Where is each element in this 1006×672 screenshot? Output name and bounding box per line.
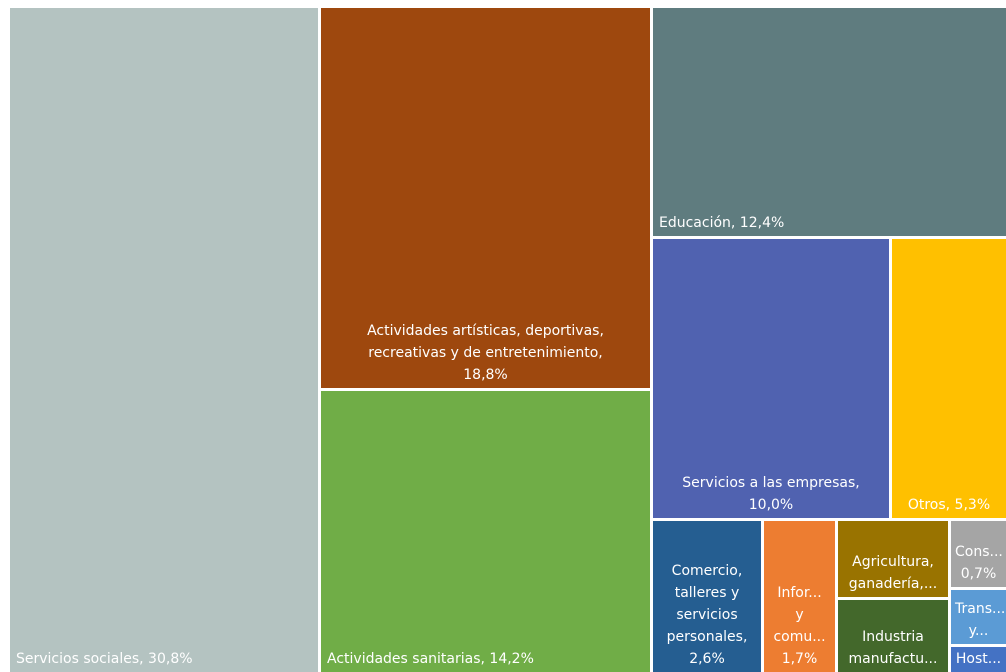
treemap-label-actividades-sanitarias: Actividades sanitarias, 14,2% xyxy=(327,651,534,667)
treemap-tile-comercio-talleres-y-servicios-personales: Comercio, talleres y servicios personales, 2… xyxy=(653,521,761,672)
treemap-tile-servicios-a-las-empresas: Servicios a las empresas, 10,0% xyxy=(653,239,889,518)
treemap-label-educacion: Educación, 12,4% xyxy=(659,215,785,231)
treemap-tile-construccion: Cons... 0,7% xyxy=(951,521,1006,587)
treemap-label-servicios-a-las-empresas: Servicios a las empresas, 10,0% xyxy=(682,475,860,513)
treemap-tile-informacion-y-comunicaciones: Infor... y comu... 1,7% xyxy=(764,521,835,672)
treemap-tile-otros: Otros, 5,3% xyxy=(892,239,1006,518)
treemap-label-actividades-artisticas-deportivas-recreativas-y-de-entretenimiento: Actividades artísticas, deportivas, recre… xyxy=(367,323,604,383)
treemap-label-otros: Otros, 5,3% xyxy=(907,497,991,513)
treemap-tile-industria-manufacturera: Industria manufactu... xyxy=(838,600,948,672)
treemap-label-comercio-talleres-y-servicios-personales: Comercio, talleres y servicios personales, 2… xyxy=(666,563,748,667)
treemap-tile-agricultura-ganaderia: Agricultura, ganadería,... xyxy=(838,521,948,597)
treemap-label-industria-manufacturera: Industria manufactu... xyxy=(848,629,938,667)
treemap-label-agricultura-ganaderia: Agricultura, ganadería,... xyxy=(848,554,938,592)
treemap-tile-actividades-artisticas-deportivas-recreativas-y-de-entretenimiento: Actividades artísticas, deportivas, recre… xyxy=(321,8,650,388)
treemap-tile-hosteleria: Host... xyxy=(951,647,1006,672)
treemap-label-hosteleria: Host... xyxy=(955,651,1002,667)
treemap-label-servicios-sociales: Servicios sociales, 30,8% xyxy=(16,651,193,667)
treemap-tile-educacion: Educación, 12,4% xyxy=(653,8,1006,236)
treemap-tile-transporte: Trans... y... xyxy=(951,590,1006,644)
treemap-tile-servicios-sociales: Servicios sociales, 30,8% xyxy=(10,8,318,672)
treemap-label-informacion-y-comunicaciones: Infor... y comu... 1,7% xyxy=(773,585,826,667)
treemap-label-transporte: Trans... y... xyxy=(955,601,1006,639)
treemap-tile-actividades-sanitarias: Actividades sanitarias, 14,2% xyxy=(321,391,650,672)
treemap-label-construccion: Cons... 0,7% xyxy=(955,544,1003,582)
